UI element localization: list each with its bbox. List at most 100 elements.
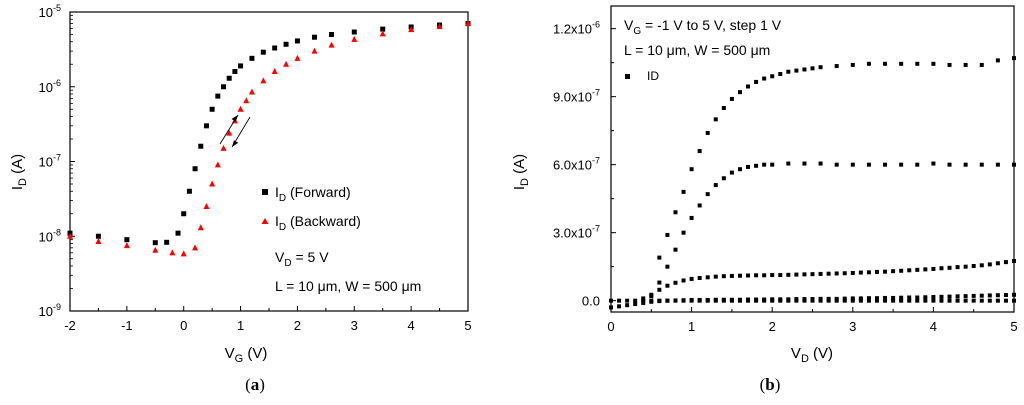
id-data-point	[826, 296, 831, 301]
id-data-point	[979, 162, 984, 167]
id-data-point	[681, 298, 686, 303]
forward-data-point	[294, 38, 300, 44]
y-axis-b: 0.0 3.0x10-7 6.0x10-7 9.0x10-7 1.2x10-6	[553, 20, 616, 309]
id-data-point	[802, 161, 807, 166]
backward-data-point	[311, 47, 318, 54]
id-data-point	[786, 272, 791, 277]
caption-a: (a)	[245, 375, 265, 394]
id-data-point	[995, 298, 1000, 303]
x-axis-label-b: VD (V)	[791, 345, 833, 365]
id-data-point	[915, 162, 920, 167]
forward-data-point	[380, 26, 386, 32]
y-tick-label-a: 10-8	[39, 227, 61, 244]
caption-b: (b)	[760, 375, 781, 394]
x-tick-label-a: -2	[64, 318, 76, 333]
panel-a: -2 -1 0 1 2 3 4 5 10-9 10-8 10-7 10-6 10-5 ID (Forw…	[9, 3, 472, 394]
backward-data-point	[226, 129, 233, 136]
panel-b: 0 1 2 3 4 5 0.0 3.0x10-7 6.0x10-7 9.0x10-7 1.2x10…	[511, 5, 1018, 394]
id-data-point	[923, 267, 928, 272]
id-data-point	[673, 247, 678, 252]
id-data-point	[794, 68, 799, 73]
id-data-point	[794, 297, 799, 302]
id-data-point	[939, 266, 944, 271]
id-data-point	[858, 270, 863, 275]
id-data-point	[697, 203, 702, 208]
id-data-point	[657, 287, 662, 292]
id-data-point	[858, 298, 863, 303]
id-data-point	[826, 271, 831, 276]
x-tick-label-a: 0	[180, 318, 187, 333]
backward-data-point	[379, 30, 386, 37]
x-axis-a: -2 -1 0 1 2 3 4 5	[64, 306, 472, 333]
id-data-point	[657, 255, 662, 260]
annotation-dimensions-a: L = 10 μm, W = 500 μm	[275, 278, 421, 294]
forward-data-point	[283, 41, 289, 47]
id-data-point	[746, 84, 751, 89]
id-data-point	[633, 302, 638, 307]
id-data-point	[866, 296, 871, 301]
id-data-point	[987, 262, 992, 267]
id-data-point	[713, 117, 718, 122]
id-data-point	[713, 297, 718, 302]
id-data-point	[842, 271, 847, 276]
id-data-point	[987, 293, 992, 298]
backward-data-point	[271, 67, 278, 74]
id-data-point	[915, 61, 920, 66]
id-data-point	[729, 96, 734, 101]
id-data-point	[810, 297, 815, 302]
id-data-point	[947, 294, 952, 299]
id-data-point	[713, 183, 718, 188]
id-data-point	[810, 66, 815, 71]
id-data-point	[899, 298, 904, 303]
id-data-point	[697, 149, 702, 154]
forward-data-point	[164, 239, 170, 245]
annotation-vg: VG = -1 V to 5 V, step 1 V	[624, 17, 782, 37]
id-data-point	[874, 269, 879, 274]
id-data-point	[858, 296, 863, 301]
legend-backward-label: ID (Backward)	[275, 213, 361, 233]
id-data-point	[802, 297, 807, 302]
backward-data-point	[209, 180, 216, 187]
id-data-point	[947, 265, 952, 270]
id-data-point	[673, 280, 678, 285]
legend-id-marker-icon	[625, 74, 630, 79]
id-data-point	[1012, 56, 1016, 61]
id-data-point	[1012, 292, 1016, 297]
id-data-point	[850, 296, 855, 301]
id-data-point	[995, 261, 1000, 266]
id-data-point	[649, 299, 654, 304]
backward-data-point	[248, 88, 255, 95]
backward-data-point	[197, 224, 204, 231]
id-data-point	[794, 272, 799, 277]
y-tick-label-a: 10-7	[39, 153, 61, 170]
id-data-point	[689, 276, 694, 281]
forward-data-point	[221, 84, 227, 90]
backward-data-point	[237, 105, 244, 112]
id-data-point	[705, 297, 710, 302]
id-data-point	[657, 299, 662, 304]
id-data-point	[995, 58, 1000, 63]
id-data-point	[987, 298, 992, 303]
id-data-point	[673, 298, 678, 303]
id-data-point	[866, 162, 871, 167]
id-data-point	[931, 161, 936, 166]
legend-a: ID (Forward) ID (Backward)	[261, 184, 361, 233]
forward-data-point	[249, 55, 255, 61]
id-data-point	[842, 298, 847, 303]
id-data-point	[850, 271, 855, 276]
id-data-point	[995, 162, 1000, 167]
id-data-point	[963, 264, 968, 269]
id-data-point	[633, 298, 638, 303]
id-data-point	[689, 167, 694, 172]
backward-data-point	[283, 60, 290, 67]
id-data-point	[955, 265, 960, 270]
id-data-point	[705, 275, 710, 280]
id-data-point	[923, 298, 928, 303]
id-data-point	[818, 271, 823, 276]
y-tick-label-a: 10-6	[39, 78, 61, 95]
id-data-point	[762, 162, 767, 167]
id-data-point	[931, 266, 936, 271]
forward-data-point	[186, 188, 192, 194]
id-data-point	[842, 296, 847, 301]
